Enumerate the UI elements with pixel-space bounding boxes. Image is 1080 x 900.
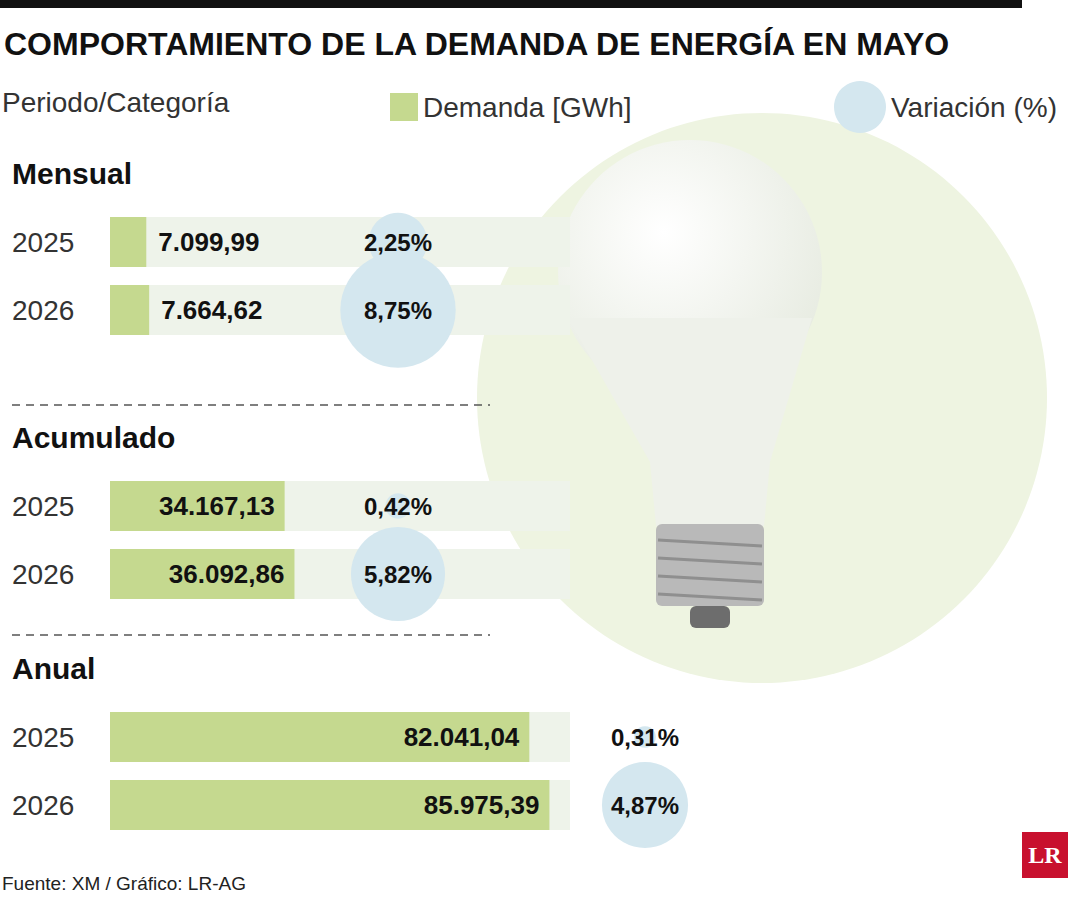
svg-text:Periodo/Categoría: Periodo/Categoría — [2, 87, 230, 118]
svg-text:2025: 2025 — [12, 722, 74, 753]
svg-text:2025: 2025 — [12, 227, 74, 258]
svg-text:Anual: Anual — [12, 652, 95, 685]
svg-text:2025: 2025 — [12, 491, 74, 522]
svg-text:2026: 2026 — [12, 790, 74, 821]
svg-text:Acumulado: Acumulado — [12, 421, 175, 454]
svg-text:Fuente: XM / Gráfico: LR-AG: Fuente: XM / Gráfico: LR-AG — [2, 873, 246, 894]
svg-text:Demanda [GWh]: Demanda [GWh] — [423, 92, 632, 123]
svg-text:4,87%: 4,87% — [611, 792, 679, 819]
svg-text:LR: LR — [1028, 842, 1062, 868]
svg-text:36.092,86: 36.092,86 — [169, 559, 285, 589]
svg-text:2,25%: 2,25% — [364, 229, 432, 256]
svg-text:0,42%: 0,42% — [364, 493, 432, 520]
svg-text:0,31%: 0,31% — [611, 724, 679, 751]
svg-text:5,82%: 5,82% — [364, 561, 432, 588]
svg-text:34.167,13: 34.167,13 — [159, 491, 275, 521]
svg-text:2026: 2026 — [12, 559, 74, 590]
svg-text:Mensual: Mensual — [12, 157, 132, 190]
svg-text:Variación (%): Variación (%) — [891, 92, 1057, 123]
svg-text:7.664,62: 7.664,62 — [161, 295, 262, 325]
svg-text:2026: 2026 — [12, 295, 74, 326]
svg-text:82.041,04: 82.041,04 — [404, 722, 520, 752]
svg-text:7.099,99: 7.099,99 — [158, 227, 259, 257]
svg-text:85.975,39: 85.975,39 — [424, 790, 540, 820]
svg-text:COMPORTAMIENTO DE LA DEMANDA D: COMPORTAMIENTO DE LA DEMANDA DE ENERGÍA … — [4, 26, 949, 62]
svg-text:8,75%: 8,75% — [364, 297, 432, 324]
